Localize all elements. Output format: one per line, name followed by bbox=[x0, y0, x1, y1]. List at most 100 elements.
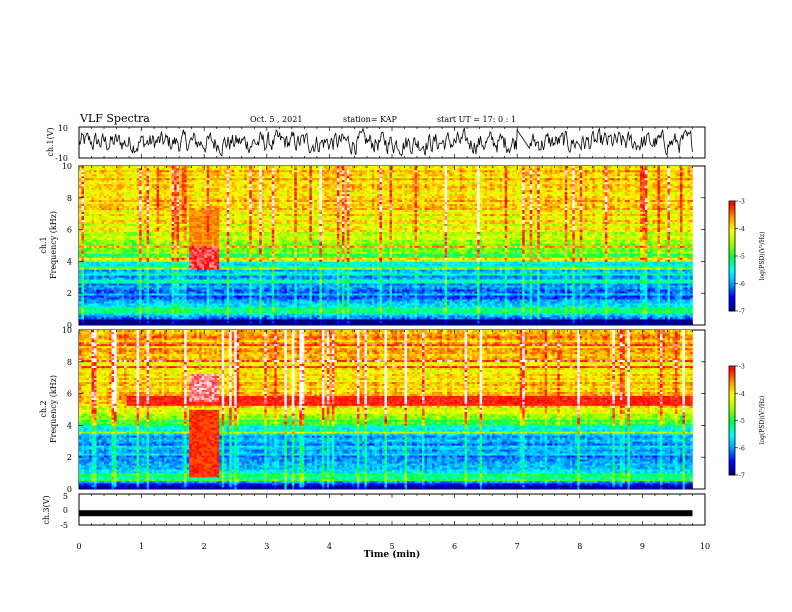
spectrogram-cell bbox=[82, 192, 85, 194]
spectrogram-cell bbox=[87, 174, 90, 176]
spectrogram-cell bbox=[94, 206, 97, 208]
spectrogram-cell bbox=[79, 184, 82, 186]
spectrogram-cell bbox=[79, 168, 82, 170]
spectrogram-cell bbox=[79, 319, 82, 321]
spectrogram-cell bbox=[94, 204, 97, 206]
spectrogram-cell bbox=[87, 198, 90, 200]
spectrogram-cell bbox=[92, 172, 95, 174]
spectrogram-cell bbox=[104, 220, 107, 222]
spectrogram-cell bbox=[107, 166, 110, 168]
spectrogram-cell bbox=[87, 317, 90, 319]
spectrogram-cell bbox=[107, 240, 110, 242]
spectrogram-cell bbox=[87, 269, 90, 271]
spectrogram-cell bbox=[99, 204, 102, 206]
spectrogram-cell bbox=[82, 265, 85, 267]
spectrogram-cell bbox=[107, 305, 110, 307]
spectrogram-cell bbox=[99, 317, 102, 319]
spectrogram-cell bbox=[79, 287, 82, 289]
spectrogram-cell bbox=[87, 295, 90, 297]
spectrogram-cell bbox=[87, 301, 90, 303]
spectrogram-cell bbox=[79, 317, 82, 319]
spectrogram-cell bbox=[104, 287, 107, 289]
spectrogram-cell bbox=[89, 172, 92, 174]
spectrogram-cell bbox=[84, 257, 87, 259]
spectrogram-cell bbox=[104, 323, 107, 325]
spectrogram-cell bbox=[97, 315, 100, 317]
spectrogram-cell bbox=[79, 281, 82, 283]
spectrogram-cell bbox=[92, 198, 95, 200]
spectrogram-cell bbox=[107, 249, 110, 251]
spectrogram-cell bbox=[107, 271, 110, 273]
spectrogram-cell bbox=[97, 186, 100, 188]
spectrogram-cell bbox=[92, 315, 95, 317]
spectrogram-cell bbox=[82, 273, 85, 275]
spectrogram-cell bbox=[94, 170, 97, 172]
spectrogram-cell bbox=[89, 281, 92, 283]
spectrogram-cell bbox=[82, 202, 85, 204]
spectrogram-cell bbox=[92, 301, 95, 303]
spectrogram-cell bbox=[94, 261, 97, 263]
spectrogram-cell bbox=[79, 315, 82, 317]
spectrogram-cell bbox=[104, 210, 107, 212]
spectrogram-cell bbox=[92, 188, 95, 190]
spectrogram-cell bbox=[79, 170, 82, 172]
spectrogram-cell bbox=[104, 202, 107, 204]
spectrogram-cell bbox=[87, 253, 90, 255]
spectrogram-cell bbox=[102, 287, 105, 289]
spectrogram-cell bbox=[104, 238, 107, 240]
spectrogram-cell bbox=[87, 307, 90, 309]
spectrogram-cell bbox=[92, 200, 95, 202]
spectrogram-cell bbox=[94, 315, 97, 317]
spectrogram-cell bbox=[102, 204, 105, 206]
spectrogram-cell bbox=[104, 204, 107, 206]
spectrogram-cell bbox=[107, 299, 110, 301]
spectrogram-cell bbox=[107, 261, 110, 263]
spectrogram-cell bbox=[82, 180, 85, 182]
spectrogram-cell bbox=[97, 178, 100, 180]
spectrogram-cell bbox=[104, 303, 107, 305]
spectrogram-cell bbox=[92, 247, 95, 249]
spectrogram-cell bbox=[109, 303, 112, 305]
spectrogram-cell bbox=[102, 285, 105, 287]
spectrogram-cell bbox=[79, 182, 82, 184]
spectrogram-cell bbox=[104, 319, 107, 321]
spectrogram-cell bbox=[104, 170, 107, 172]
spectrogram-cell bbox=[84, 198, 87, 200]
spectrogram-cell bbox=[84, 170, 87, 172]
spectrogram-cell bbox=[94, 295, 97, 297]
spectrogram-cell bbox=[84, 271, 87, 273]
spectrogram-cell bbox=[94, 319, 97, 321]
spectrogram-cell bbox=[102, 263, 105, 265]
spectrogram-cell bbox=[97, 257, 100, 259]
spectrogram-cell bbox=[97, 295, 100, 297]
spectrogram-cell bbox=[94, 313, 97, 315]
spectrogram-cell bbox=[94, 246, 97, 248]
spectrogram-cell bbox=[99, 170, 102, 172]
spectrogram-cell bbox=[104, 240, 107, 242]
spectrogram-cell bbox=[79, 180, 82, 182]
spectrogram-cell bbox=[107, 319, 110, 321]
spectrogram-cell bbox=[102, 222, 105, 224]
spectrogram-cell bbox=[97, 230, 100, 232]
spectrogram-cell bbox=[99, 247, 102, 249]
spectrogram-cell bbox=[104, 255, 107, 257]
spectrogram-cell bbox=[82, 190, 85, 192]
spectrogram-cell bbox=[94, 182, 97, 184]
spectrogram-cell bbox=[102, 198, 105, 200]
spectrogram-cell bbox=[94, 172, 97, 174]
spectrogram-cell bbox=[89, 301, 92, 303]
spectrogram-cell bbox=[97, 305, 100, 307]
spectrogram-cell bbox=[84, 240, 87, 242]
spectrogram-cell bbox=[94, 249, 97, 251]
spectrogram-cell bbox=[102, 273, 105, 275]
spectrogram-cell bbox=[84, 281, 87, 283]
spectrogram-cell bbox=[79, 311, 82, 313]
spectrogram-cell bbox=[84, 242, 87, 244]
spectrogram-cell bbox=[102, 255, 105, 257]
spectrogram-cell bbox=[82, 317, 85, 319]
spectrogram-cell bbox=[99, 246, 102, 248]
spectrogram-cell bbox=[97, 226, 100, 228]
spectrogram-cell bbox=[84, 220, 87, 222]
spectrogram-cell bbox=[102, 180, 105, 182]
spectrogram-cell bbox=[84, 269, 87, 271]
